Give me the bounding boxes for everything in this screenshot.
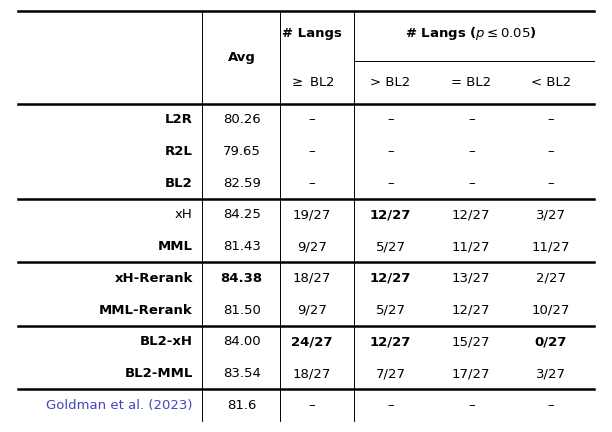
Text: –: – — [548, 145, 554, 158]
Text: $\geq$ BL2: $\geq$ BL2 — [289, 76, 335, 89]
Text: –: – — [548, 113, 554, 126]
Text: 17/27: 17/27 — [452, 367, 490, 380]
Text: xH-Rerank: xH-Rerank — [114, 272, 193, 285]
Text: –: – — [387, 177, 394, 190]
Text: < BL2: < BL2 — [531, 76, 571, 89]
Text: BL2-xH: BL2-xH — [140, 335, 193, 348]
Text: 0/27: 0/27 — [535, 335, 567, 348]
Text: –: – — [309, 113, 315, 126]
Text: 7/27: 7/27 — [375, 367, 406, 380]
Text: 84.38: 84.38 — [221, 272, 263, 285]
Text: –: – — [548, 399, 554, 412]
Text: 12/27: 12/27 — [452, 208, 490, 221]
Text: –: – — [548, 177, 554, 190]
Text: Avg: Avg — [228, 51, 256, 64]
Text: –: – — [468, 399, 474, 412]
Text: BL2: BL2 — [165, 177, 193, 190]
Text: 18/27: 18/27 — [293, 367, 331, 380]
Text: –: – — [309, 177, 315, 190]
Text: –: – — [309, 399, 315, 412]
Text: 13/27: 13/27 — [452, 272, 490, 285]
Text: 80.26: 80.26 — [223, 113, 261, 126]
Text: 12/27: 12/27 — [452, 304, 490, 317]
Text: > BL2: > BL2 — [370, 76, 411, 89]
Text: 11/27: 11/27 — [532, 240, 570, 253]
Text: 9/27: 9/27 — [297, 240, 327, 253]
Text: 3/27: 3/27 — [536, 367, 566, 380]
Text: BL2-MML: BL2-MML — [124, 367, 193, 380]
Text: 10/27: 10/27 — [532, 304, 570, 317]
Text: –: – — [309, 145, 315, 158]
Text: L2R: L2R — [165, 113, 193, 126]
Text: 82.59: 82.59 — [223, 177, 261, 190]
Text: 83.54: 83.54 — [223, 367, 261, 380]
Text: 2/27: 2/27 — [536, 272, 566, 285]
Text: 5/27: 5/27 — [375, 240, 406, 253]
Text: Goldman et al. (2023): Goldman et al. (2023) — [47, 399, 193, 412]
Text: 84.00: 84.00 — [223, 335, 261, 348]
Text: 5/27: 5/27 — [375, 304, 406, 317]
Text: –: – — [468, 145, 474, 158]
Text: 18/27: 18/27 — [293, 272, 331, 285]
Text: 81.6: 81.6 — [227, 399, 256, 412]
Text: 12/27: 12/27 — [370, 208, 411, 221]
Text: –: – — [468, 177, 474, 190]
Text: # Langs ($p \leq 0.05$): # Langs ($p \leq 0.05$) — [405, 25, 537, 42]
Text: MML: MML — [158, 240, 193, 253]
Text: # Langs: # Langs — [282, 27, 342, 41]
Text: –: – — [387, 399, 394, 412]
Text: 15/27: 15/27 — [452, 335, 490, 348]
Text: 12/27: 12/27 — [370, 335, 411, 348]
Text: 12/27: 12/27 — [370, 272, 411, 285]
Text: = BL2: = BL2 — [451, 76, 491, 89]
Text: 81.50: 81.50 — [223, 304, 261, 317]
Text: 24/27: 24/27 — [291, 335, 333, 348]
Text: 81.43: 81.43 — [223, 240, 261, 253]
Text: –: – — [387, 113, 394, 126]
Text: 79.65: 79.65 — [223, 145, 261, 158]
Text: 19/27: 19/27 — [293, 208, 331, 221]
Text: xH: xH — [175, 208, 193, 221]
Text: –: – — [468, 113, 474, 126]
Text: 84.25: 84.25 — [223, 208, 261, 221]
Text: 11/27: 11/27 — [452, 240, 490, 253]
Text: –: – — [387, 145, 394, 158]
Text: 9/27: 9/27 — [297, 304, 327, 317]
Text: MML-Rerank: MML-Rerank — [99, 304, 193, 317]
Text: R2L: R2L — [165, 145, 193, 158]
Text: 3/27: 3/27 — [536, 208, 566, 221]
